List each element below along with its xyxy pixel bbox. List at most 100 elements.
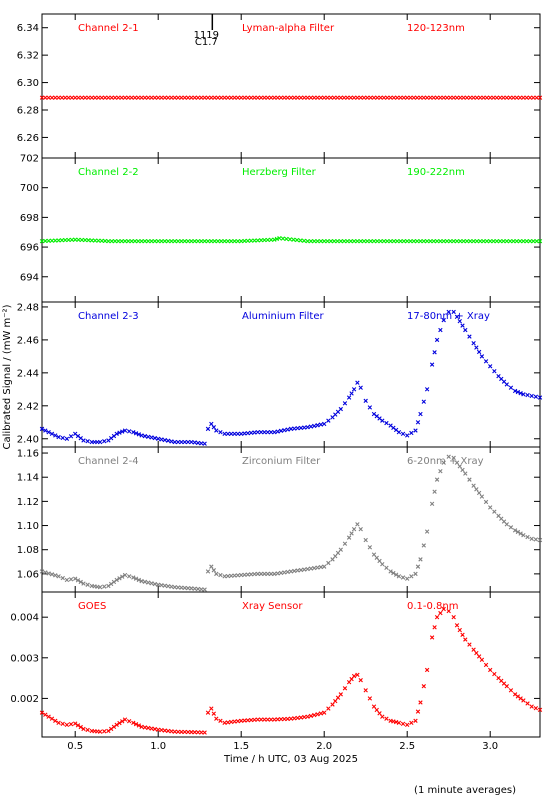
data-point [288,569,294,574]
data-point [268,429,274,435]
data-point [66,95,71,100]
data-point [479,494,485,499]
data-point [285,569,290,575]
data-point [229,719,234,725]
data-point [533,705,539,711]
data-point [388,238,393,244]
data-point [75,578,81,583]
data-point [401,95,407,100]
data-point [351,387,357,392]
data-point [476,349,482,355]
data-point [126,238,131,244]
data-point [380,562,385,567]
data-point [371,238,377,244]
y-tick-label: 696 [20,243,39,254]
data-point [218,572,223,578]
data-point [409,574,414,579]
data-point [438,95,443,100]
data-point [315,238,320,244]
data-point [521,238,526,244]
data-point [355,95,360,100]
data-point [483,499,489,505]
data-point [533,394,539,399]
data-point [139,433,144,438]
y-tick-label: 2.42 [17,401,39,412]
data-point [116,95,121,100]
data-point [508,525,514,530]
x-tick-label: 0.5 [67,741,83,752]
data-point [53,433,58,438]
y-tick-label: 6.26 [17,133,39,144]
y-tick-label: 1.16 [17,449,39,460]
x-tick-label: 1.0 [150,741,166,752]
data-point [378,238,383,244]
data-point [381,238,387,244]
data-point [400,721,406,726]
data-point [401,238,407,244]
data-point [258,571,264,577]
panel-frame [41,446,541,593]
data-point [305,95,310,100]
data-point [136,432,142,437]
data-point [112,95,118,100]
data-point [432,489,437,494]
data-point [102,729,107,734]
data-point [375,95,380,100]
data-point [497,238,503,244]
data-point [288,426,294,432]
data-point [222,95,227,100]
data-point [239,431,244,437]
data-point [361,238,367,244]
data-point [458,238,463,244]
data-point [315,423,320,428]
data-point [146,434,151,439]
data-point [199,441,204,446]
data-point [454,314,460,320]
data-point [488,667,493,673]
data-point [391,570,396,576]
data-point [258,95,264,100]
data-point [305,714,310,719]
data-point [346,395,352,400]
data-point [179,238,184,244]
data-point [348,95,353,100]
data-point [448,238,453,244]
data-point [415,420,421,425]
data-point [212,95,217,100]
data-point [492,671,497,677]
data-point [162,583,168,588]
data-point [363,398,368,404]
data-point [421,238,426,244]
data-point [139,95,144,100]
data-point [464,238,470,244]
data-point [355,672,360,678]
data-point [272,571,277,577]
data-point [82,95,88,100]
data-point [411,238,417,244]
data-point [418,411,423,417]
data-point [120,574,125,579]
data-point [169,439,174,444]
data-point [409,720,414,725]
data-point [211,425,216,430]
data-point [328,238,334,244]
data-point [468,238,473,244]
data-point [182,238,187,244]
data-point [209,706,214,711]
data-point [521,698,526,703]
data-point [432,350,437,355]
data-point [441,460,446,465]
data-point [122,95,128,100]
data-point [106,95,111,100]
data-point [460,632,465,637]
data-point [454,460,460,465]
data-point [43,428,48,433]
data-point [149,726,154,731]
data-point [53,573,58,578]
data-point [162,728,168,733]
data-point [302,567,307,572]
data-point [429,635,435,640]
data-point [308,424,314,429]
data-point [172,729,177,734]
data-point [308,95,314,100]
